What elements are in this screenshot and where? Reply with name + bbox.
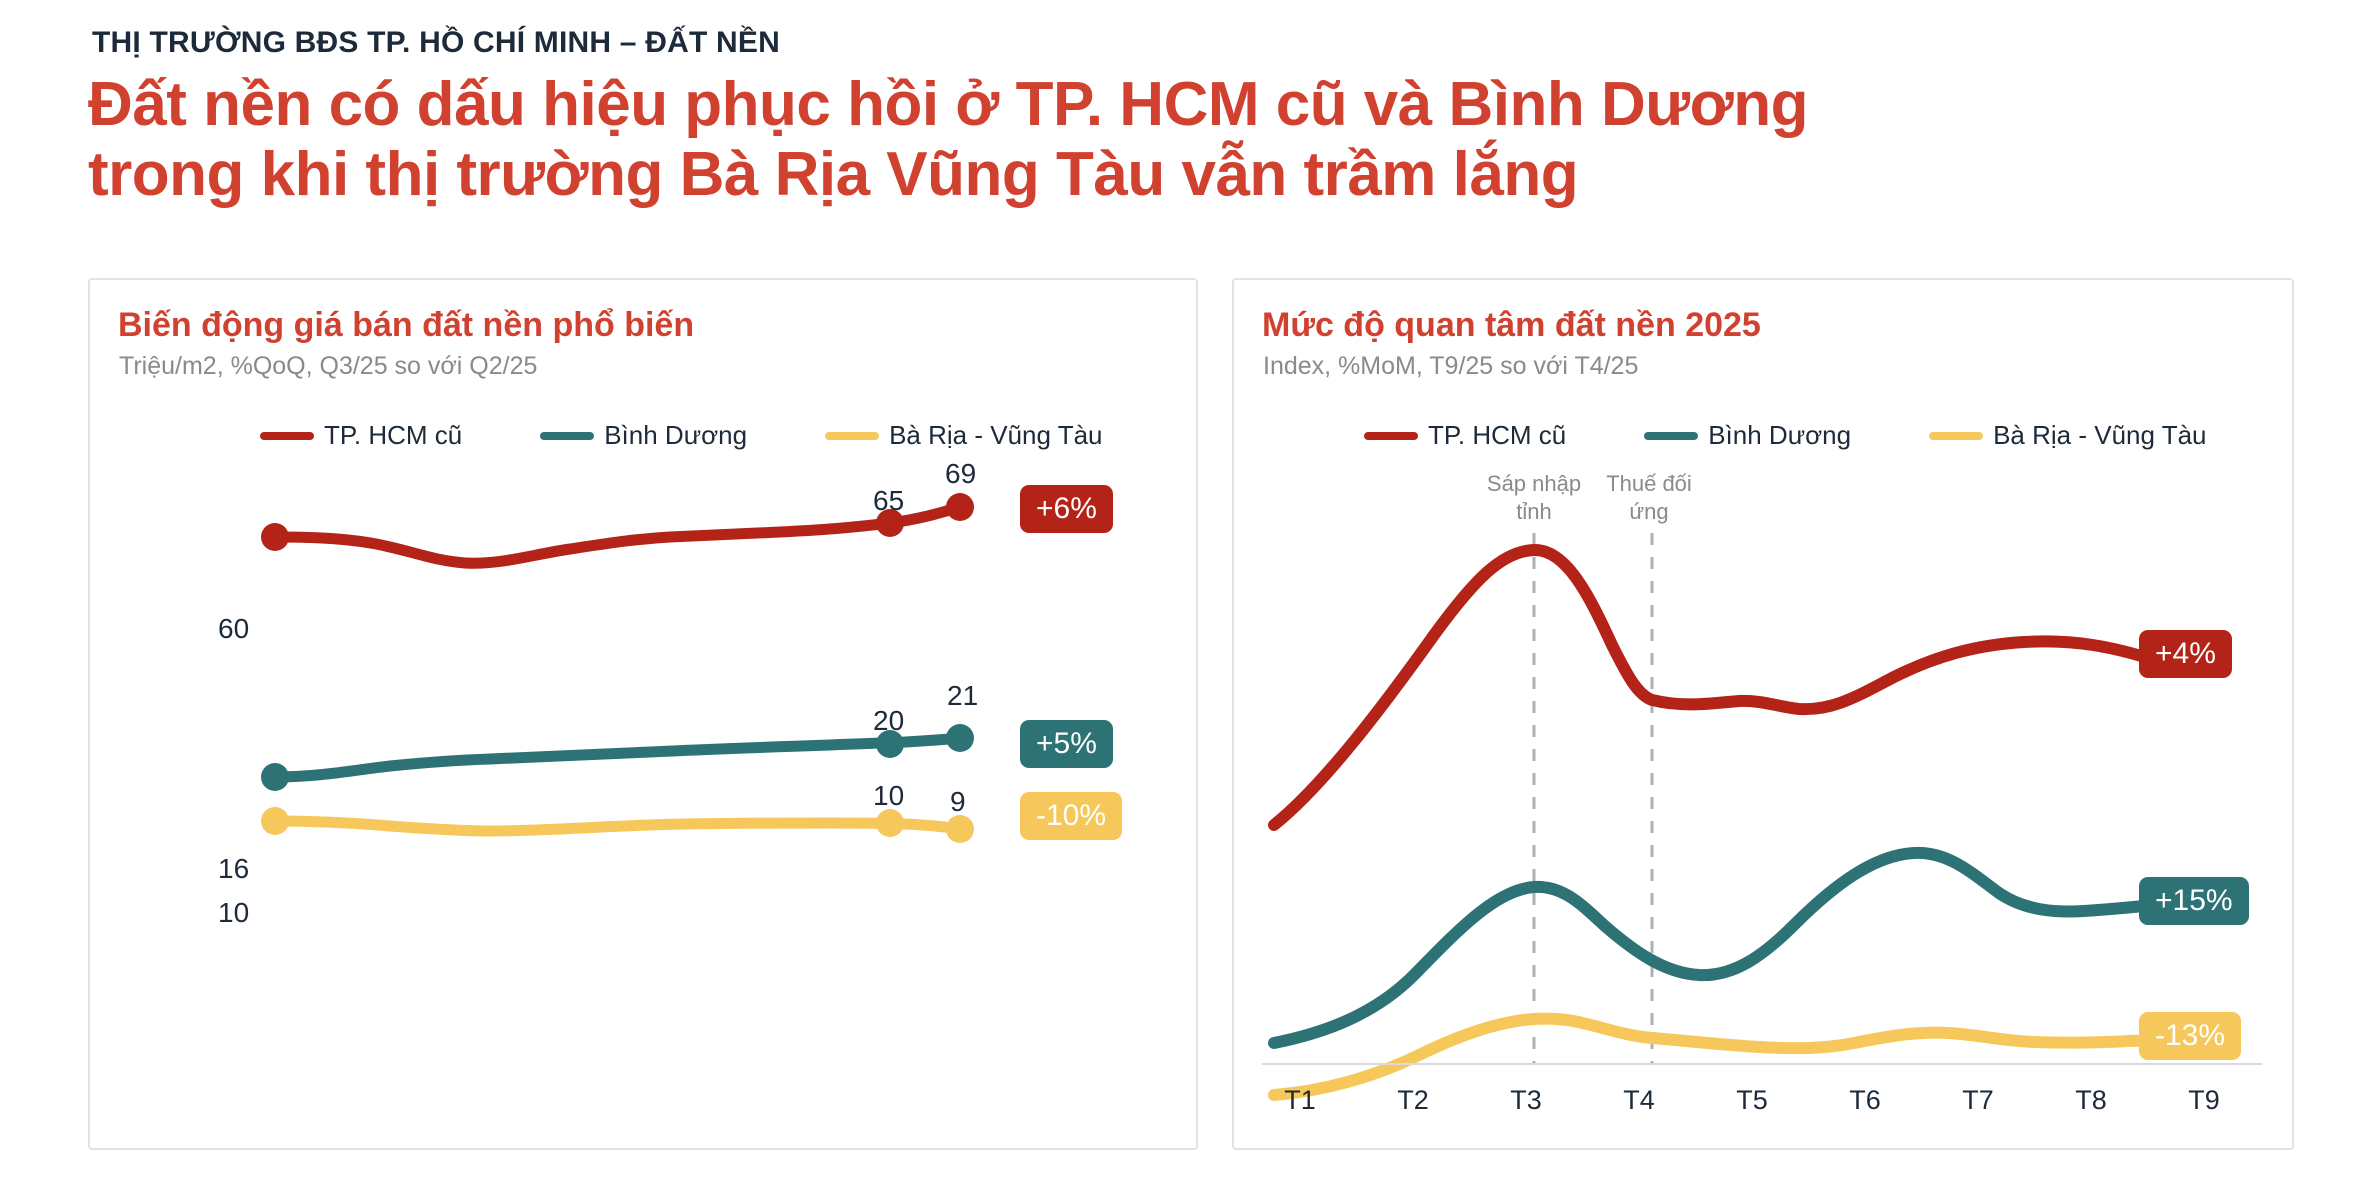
marker-ba-ria-q2-25 [876,809,904,837]
badge-left-hcm[interactable]: +6% [1020,485,1113,533]
right-chart-panel: Mức độ quan tâm đất nền 2025 Index, %MoM… [1232,278,2294,1150]
legend-item-ba-ria-right: Bà Rịa - Vũng Tàu [1929,420,2207,451]
right-chart-legend: TP. HCM cũ Bình Dương Bà Rịa - Vũng Tàu [1364,420,2285,451]
legend-label-hcm-right: TP. HCM cũ [1428,420,1567,450]
series-path-binh-duong-left [269,732,966,783]
month-tick: T9 [2188,1085,2220,1115]
value-label-hcm-q3-25: 69 [945,458,977,489]
legend-item-hcm: TP. HCM cũ [260,420,462,451]
marker-hcm-q3-25 [946,493,974,521]
right-panel-subtitle: Index, %MoM, T9/25 so với T4/25 [1263,352,1639,380]
month-tick: T8 [2075,1085,2107,1115]
value-label-bd-q2-25: 20 [873,705,905,736]
series-path-hcm-right [1268,543,2160,831]
series-path-ba-ria-right [1268,1012,2160,1101]
legend-item-binh-duong: Bình Dương [540,420,747,451]
marker-hcm-q2-25 [876,509,904,537]
value-label-brvt-q3-25: 9 [950,786,966,817]
value-label-bd-q3-25: 21 [947,680,979,711]
month-tick: T3 [1510,1085,1542,1115]
legend-item-binh-duong-right: Bình Dương [1644,420,1851,451]
badge-right-brvt[interactable]: -13% [2139,1012,2242,1060]
series-path-binh-duong-right [1268,846,2160,1049]
page-title: Đất nền có dấu hiệu phục hồi ở TP. HCM c… [88,70,1808,210]
left-chart-legend: TP. HCM cũ Bình Dương Bà Rịa - Vũng Tàu [260,420,1181,451]
marker-binh-duong-q2-25 [876,730,904,758]
right-chart-baseline [1262,1063,2262,1065]
annotation-sap-nhap-line2: tỉnh [1516,498,1552,524]
legend-swatch-hcm-right [1364,431,1418,440]
badge-right-hcm[interactable]: +4% [2139,630,2232,678]
marker-binh-duong-q3-25 [946,724,974,752]
legend-swatch-ba-ria-right [1929,431,1984,440]
month-tick: T1 [1284,1085,1316,1115]
value-label-hcm-q2-25: 65 [873,485,905,516]
month-tick: T2 [1397,1085,1429,1115]
annotation-sap-nhap-line1: Sáp nhập [1486,471,1582,496]
annotation-thue-line1: Thuế đối [1606,471,1692,496]
legend-label-hcm: TP. HCM cũ [324,420,463,450]
left-chart-plot [90,455,1200,1015]
legend-swatch-binh-duong [540,431,595,440]
legend-label-binh-duong: Bình Dương [604,420,748,450]
marker-ba-ria-first [261,807,289,835]
legend-swatch-binh-duong-right [1644,431,1699,440]
marker-ba-ria-q3-25 [946,815,974,843]
legend-swatch-hcm [260,431,314,440]
value-label-hcm-first: 60 [218,613,250,644]
month-tick: T4 [1623,1085,1655,1115]
legend-swatch-ba-ria [825,431,880,440]
legend-item-hcm-right: TP. HCM cũ [1364,420,1566,451]
legend-label-ba-ria-right: Bà Rịa - Vũng Tàu [1993,420,2207,450]
annotation-thue-doi-ung: Thuế đối ứng [1564,470,1734,525]
month-tick: T5 [1736,1085,1768,1115]
left-chart-panel: Biến động giá bán đất nền phổ biến Triệu… [88,278,1198,1150]
month-tick: T7 [1962,1085,1994,1115]
legend-item-ba-ria: Bà Rịa - Vũng Tàu [825,420,1103,451]
right-panel-title: Mức độ quan tâm đất nền 2025 [1262,306,1761,344]
value-label-brvt-q2-25: 10 [873,780,905,811]
marker-hcm-first [261,523,289,551]
headline-line-1: Đất nền có dấu hiệu phục hồi ở TP. HCM c… [88,70,1808,139]
right-chart-svg [1268,533,2160,1101]
value-label-bd-first: 16 [218,853,250,884]
legend-label-ba-ria: Bà Rịa - Vũng Tàu [889,420,1103,450]
kicker-text: THỊ TRƯỜNG BĐS TP. HỒ CHÍ MINH – ĐẤT NỀN [92,26,780,59]
left-panel-subtitle: Triệu/m2, %QoQ, Q3/25 so với Q2/25 [119,352,538,380]
badge-left-brvt[interactable]: -10% [1020,792,1123,840]
value-label-brvt-first: 10 [218,897,250,928]
badge-right-bd[interactable]: +15% [2139,877,2249,925]
annotation-thue-line2: ứng [1629,498,1669,524]
legend-label-binh-duong-right: Bình Dương [1708,420,1852,450]
annotation-sap-nhap-tinh: Sáp nhập tỉnh [1449,470,1619,525]
series-path-hcm-left [269,501,966,569]
badge-left-bd[interactable]: +5% [1020,720,1113,768]
right-chart-plot [1234,455,2296,1155]
left-chart-svg [261,493,974,843]
left-panel-title: Biến động giá bán đất nền phổ biến [118,306,695,344]
series-path-ba-ria-left [269,815,966,837]
marker-binh-duong-first [261,763,289,791]
headline-line-2: trong khi thị trường Bà Rịa Vũng Tàu vẫn… [88,140,1579,210]
month-tick: T6 [1849,1085,1881,1115]
